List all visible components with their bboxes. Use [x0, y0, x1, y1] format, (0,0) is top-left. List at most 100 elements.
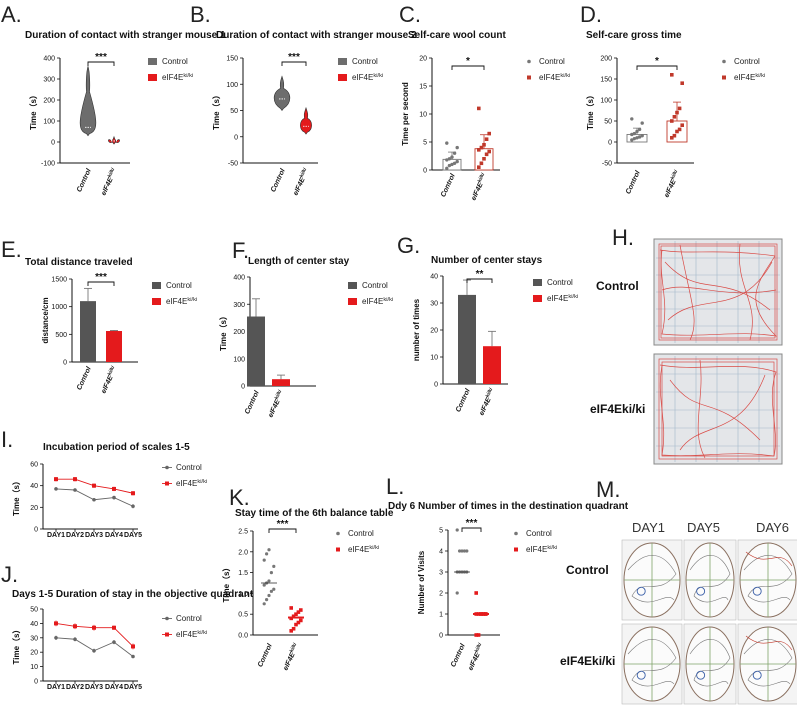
data-point-control	[73, 637, 77, 642]
legend-swatch-eif	[338, 74, 347, 81]
y-tick-label: 0	[241, 384, 245, 391]
significance-bracket	[87, 281, 115, 286]
platform-marker	[752, 670, 762, 680]
x-category-label-eif-base: eIF4E	[292, 176, 306, 196]
legend-marker-eif	[514, 547, 518, 552]
platform-marker	[696, 670, 706, 680]
data-point-control	[92, 497, 96, 502]
legend-marker-eif	[165, 632, 169, 637]
x-category-label-control: Control	[257, 642, 274, 668]
legend-marker-control	[514, 531, 518, 536]
x-category-label-eif-base: eIF4E	[100, 374, 114, 394]
legend-label-control: Control	[348, 529, 374, 538]
panel-C-letter: C.	[399, 2, 421, 27]
data-point-control	[465, 549, 469, 553]
chart-title: Duration of contact with stranger mouse …	[25, 30, 226, 41]
significance-bracket	[451, 65, 485, 70]
panel-F-letter: F.	[232, 238, 249, 263]
y-tick-label: 0	[439, 633, 443, 640]
platform-marker	[636, 586, 646, 596]
x-category-label-eif: eIF4Eki/ki	[99, 167, 119, 197]
legend-marker-eif	[165, 481, 169, 486]
data-point-eif	[670, 119, 674, 123]
data-point-control	[269, 589, 273, 593]
x-category-label-control: Control	[625, 169, 642, 195]
legend-label-eif-superscript: ki/ki	[369, 545, 379, 551]
chart-title: Total distance traveled	[25, 257, 133, 268]
data-point-control	[112, 495, 116, 500]
legend-label-eif-superscript: ki/ki	[187, 297, 197, 303]
legend-swatch-control	[348, 282, 357, 289]
panel-M-col-label-day1: DAY1	[632, 520, 665, 535]
x-category-label-eif-base: eIF4E	[467, 651, 481, 671]
x-category-label-eif-superscript: ki/ki	[274, 389, 284, 401]
data-point-eif	[672, 115, 677, 119]
significance-label: **	[476, 269, 484, 280]
x-category-label: DAY2	[66, 532, 84, 539]
y-tick-label: 100	[43, 119, 55, 126]
legend-label-control: Control	[352, 57, 378, 66]
panel-M: M. DAY1 DAY5 DAY6 Control eIF4Eki/ki	[560, 477, 797, 705]
x-category-label-eif-base: eIF4E	[470, 181, 484, 201]
y-tick-label: 5	[439, 528, 443, 535]
y-tick-label: 0	[34, 527, 38, 534]
x-category-label-control: Control	[270, 167, 287, 193]
x-category-label-eif-superscript: ki/ki	[485, 387, 495, 399]
data-point-eif	[291, 626, 296, 631]
data-point-control	[267, 579, 271, 583]
x-category-label-control: Control	[450, 642, 467, 668]
data-point-control	[635, 129, 639, 134]
swim-path	[689, 555, 731, 603]
data-point-eif	[680, 81, 684, 85]
data-point-control	[54, 487, 58, 491]
y-tick-label: 2.5	[238, 529, 248, 536]
y-tick-label: 100	[226, 82, 238, 89]
significance-label: ***	[466, 518, 478, 529]
data-point-control	[262, 583, 266, 587]
data-point-eif	[474, 633, 478, 637]
y-axis-title: number of times	[412, 298, 421, 361]
panel-J: J. Days 1-5 Duration of stay in the objec…	[1, 562, 254, 691]
data-point-eif	[474, 591, 478, 595]
data-point-eif	[484, 137, 489, 141]
significance-label: ***	[95, 52, 107, 63]
y-tick-label: 0	[51, 140, 55, 147]
data-point-control	[262, 602, 266, 606]
y-tick-label: 0	[608, 140, 612, 147]
y-tick-label: 1000	[51, 304, 67, 311]
legend-swatch-eif	[148, 74, 157, 81]
x-category-label-eif-superscript: ki/ki	[289, 642, 299, 654]
panel-K: K.Stay time of the 6th balance table 0.0 0…	[221, 485, 394, 672]
legend-label-eif-base: eIF4E	[352, 73, 373, 82]
data-point-control	[272, 564, 276, 568]
swim-path	[743, 639, 793, 687]
legend-swatch-eif	[152, 298, 161, 305]
swim-path	[743, 555, 793, 603]
data-point-control	[640, 134, 644, 138]
x-category-label-eif: eIF4Eki/ki	[469, 172, 489, 202]
data-point-control	[450, 155, 454, 159]
significance-label: ***	[95, 272, 107, 283]
legend-label-eif-superscript: ki/ki	[560, 73, 570, 79]
panel-D: D. Self-care gross time -50 0 50 100 150 200 Tim…	[580, 2, 765, 199]
legend-label-eif: eIF4Eki/ki	[176, 479, 207, 488]
panel-I-letter: I.	[1, 427, 13, 452]
x-category-label: DAY2	[66, 684, 84, 691]
legend-label-eif: eIF4Eki/ki	[348, 545, 379, 554]
data-point-control	[131, 504, 135, 509]
y-tick-label: 5	[423, 140, 427, 147]
panel-A-letter: A.	[1, 2, 22, 27]
y-tick-label: 4	[439, 549, 443, 556]
legend-label-eif: eIF4Eki/ki	[547, 294, 578, 303]
data-point-control	[447, 163, 452, 168]
open-field-image-eif	[653, 353, 783, 465]
y-tick-label: 200	[233, 329, 245, 336]
data-point-eif	[289, 629, 293, 633]
x-category-label-eif-base: eIF4E	[282, 651, 296, 671]
panel-B-letter: B.	[190, 2, 211, 27]
bar-eif	[272, 379, 290, 386]
y-tick-label: 50	[230, 108, 238, 115]
y-tick-label: 500	[55, 332, 67, 339]
data-point-eif	[476, 633, 481, 637]
legend-swatch-control	[152, 282, 161, 289]
